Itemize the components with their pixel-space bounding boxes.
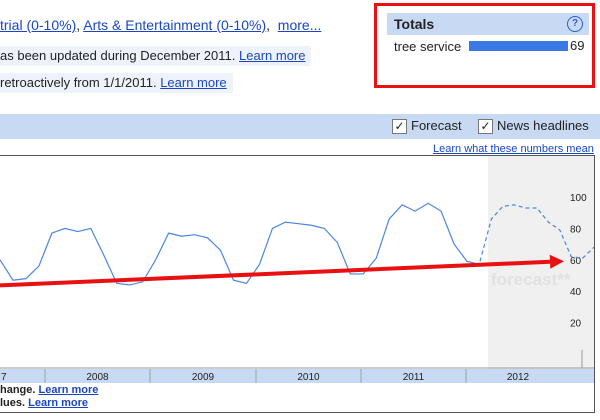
update-note-text: as been updated during December 2011. — [0, 48, 236, 63]
x-tick-label: 2009 — [192, 372, 215, 383]
category-link-1[interactable]: trial (0-10%) — [0, 17, 77, 33]
footnote-1-text: hange. — [0, 384, 36, 396]
x-tick-label: 2011 — [403, 372, 425, 383]
totals-value: 69 — [570, 38, 585, 53]
question-mark-icon[interactable]: ? — [567, 16, 583, 32]
more-categories-link[interactable]: more... — [277, 17, 322, 33]
y-tick-label: 60 — [570, 256, 582, 267]
totals-header: Totals ? — [387, 13, 589, 35]
y-tick-label: 40 — [570, 287, 582, 298]
retro-note-text: retroactively from 1/1/2011. — [0, 75, 157, 90]
x-tick-label: 2012 — [507, 372, 530, 383]
learn-more-link[interactable]: Learn more — [38, 384, 99, 396]
forecast-checkbox[interactable]: ✓ — [392, 119, 407, 134]
retro-note: retroactively from 1/1/2011. Learn more — [0, 73, 233, 93]
totals-term: tree service — [394, 39, 462, 54]
y-tick-label: 80 — [570, 224, 582, 235]
x-axis-band — [0, 369, 594, 383]
x-tick-label: 7 — [1, 372, 7, 383]
y-tick-label: 100 — [570, 193, 587, 204]
learn-more-link[interactable]: Learn more — [239, 48, 306, 63]
footnote-2-text: lues. — [0, 397, 26, 409]
category-list: trial (0-10%), Arts & Entertainment (0-1… — [0, 17, 321, 33]
learn-more-link[interactable]: Learn more — [28, 397, 89, 409]
forecast-label: Forecast — [411, 118, 462, 133]
trend-line — [0, 259, 551, 288]
numbers-info-link[interactable]: Learn what these numbers mean — [433, 143, 594, 155]
chart-frame — [0, 155, 595, 413]
footnote-2: lues. Learn more — [0, 397, 89, 409]
separator: , — [76, 17, 81, 33]
update-note: as been updated during December 2011. Le… — [0, 46, 312, 66]
headlines-label: News headlines — [497, 118, 589, 133]
learn-more-link[interactable]: Learn more — [160, 75, 227, 90]
totals-bar — [469, 41, 568, 51]
forecast-watermark: forecast** — [491, 270, 571, 289]
options-toolbar: ✓ Forecast ✓ News headlines — [0, 114, 600, 139]
totals-title: Totals — [394, 16, 435, 32]
x-tick-label: 2010 — [297, 372, 320, 383]
series-line — [0, 202, 481, 286]
y-tick-label: 20 — [570, 319, 582, 330]
highlight-frame — [374, 3, 595, 88]
category-link-arts[interactable]: Arts & Entertainment (0-10%) — [83, 17, 267, 33]
footnote-1: hange. Learn more — [0, 384, 99, 396]
headlines-checkbox[interactable]: ✓ — [478, 119, 493, 134]
x-tick-label: 2008 — [86, 372, 109, 383]
separator: , — [266, 17, 271, 33]
trend-arrowhead — [549, 254, 564, 269]
